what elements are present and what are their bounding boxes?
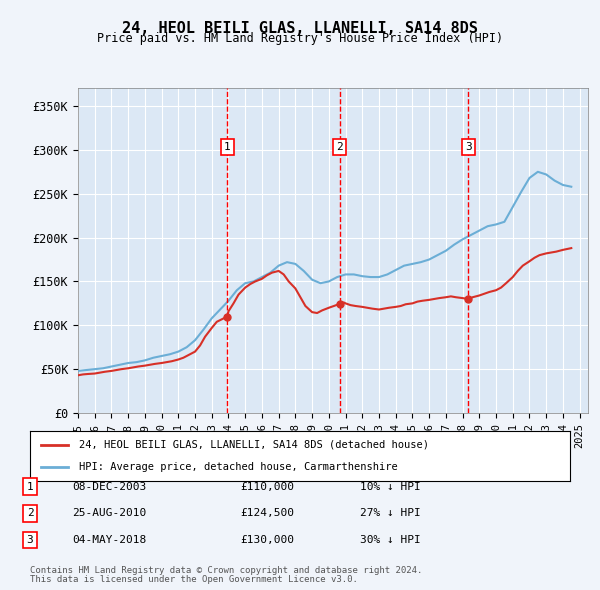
Text: 2: 2 xyxy=(337,142,343,152)
Text: Contains HM Land Registry data © Crown copyright and database right 2024.: Contains HM Land Registry data © Crown c… xyxy=(30,566,422,575)
Text: 2: 2 xyxy=(26,509,34,518)
Text: 10% ↓ HPI: 10% ↓ HPI xyxy=(360,482,421,491)
Text: £124,500: £124,500 xyxy=(240,509,294,518)
Text: 30% ↓ HPI: 30% ↓ HPI xyxy=(360,535,421,545)
Text: 08-DEC-2003: 08-DEC-2003 xyxy=(72,482,146,491)
Text: 27% ↓ HPI: 27% ↓ HPI xyxy=(360,509,421,518)
Text: £110,000: £110,000 xyxy=(240,482,294,491)
Text: 24, HEOL BEILI GLAS, LLANELLI, SA14 8DS: 24, HEOL BEILI GLAS, LLANELLI, SA14 8DS xyxy=(122,21,478,35)
Text: 25-AUG-2010: 25-AUG-2010 xyxy=(72,509,146,518)
Text: Price paid vs. HM Land Registry's House Price Index (HPI): Price paid vs. HM Land Registry's House … xyxy=(97,32,503,45)
Text: This data is licensed under the Open Government Licence v3.0.: This data is licensed under the Open Gov… xyxy=(30,575,358,584)
Text: 3: 3 xyxy=(26,535,34,545)
Text: HPI: Average price, detached house, Carmarthenshire: HPI: Average price, detached house, Carm… xyxy=(79,462,397,472)
Text: 24, HEOL BEILI GLAS, LLANELLI, SA14 8DS (detached house): 24, HEOL BEILI GLAS, LLANELLI, SA14 8DS … xyxy=(79,440,428,450)
Text: 3: 3 xyxy=(465,142,472,152)
Text: 04-MAY-2018: 04-MAY-2018 xyxy=(72,535,146,545)
Text: 1: 1 xyxy=(26,482,34,491)
Text: £130,000: £130,000 xyxy=(240,535,294,545)
Text: 1: 1 xyxy=(224,142,230,152)
